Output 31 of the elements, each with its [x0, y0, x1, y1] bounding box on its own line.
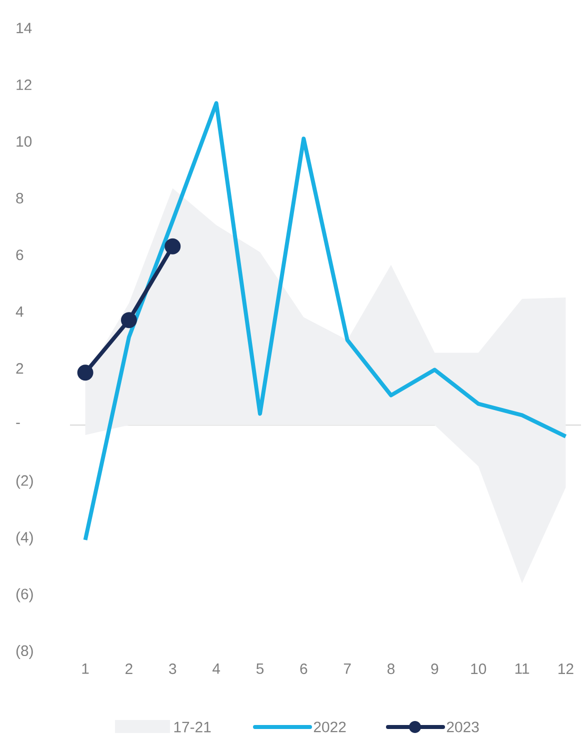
y-tick-label: (8) [16, 645, 33, 659]
y-tick-label: 10 [16, 136, 32, 147]
legend-label: 2022 [314, 722, 346, 732]
legend-label: 17-21 [174, 722, 211, 732]
x-tick-label: 6 [300, 664, 308, 674]
y-tick-label: (4) [16, 532, 33, 546]
legend-label: 2023 [446, 722, 479, 732]
x-tick-label: 11 [515, 664, 530, 674]
y-tick-label: - [16, 422, 20, 424]
x-tick-label: 4 [212, 664, 220, 674]
y-tick-label: (2) [16, 474, 33, 489]
x-tick-label: 12 [558, 664, 574, 674]
line-series [83, 101, 568, 542]
x-tick-label: 2 [126, 664, 132, 674]
x-tick-label: 8 [388, 664, 395, 674]
x-tick-label: 7 [344, 664, 351, 674]
y-tick-label: 14 [16, 22, 32, 34]
y-tick-label: 6 [16, 250, 24, 260]
y-tick-label: (6) [16, 588, 33, 602]
x-tick-label: 3 [169, 664, 176, 674]
x-tick-label: 10 [471, 664, 486, 674]
y-tick-label: 12 [16, 79, 32, 90]
y-tick-label: 2 [16, 363, 24, 374]
x-tick-label: 5 [256, 664, 264, 674]
x-tick-label: 1 [82, 664, 89, 674]
point [120, 312, 137, 328]
point [164, 238, 181, 254]
y-tick-label: 8 [16, 192, 24, 204]
y-tick-label: 4 [16, 306, 24, 317]
x-tick-label: 9 [431, 664, 438, 674]
point [77, 364, 94, 381]
